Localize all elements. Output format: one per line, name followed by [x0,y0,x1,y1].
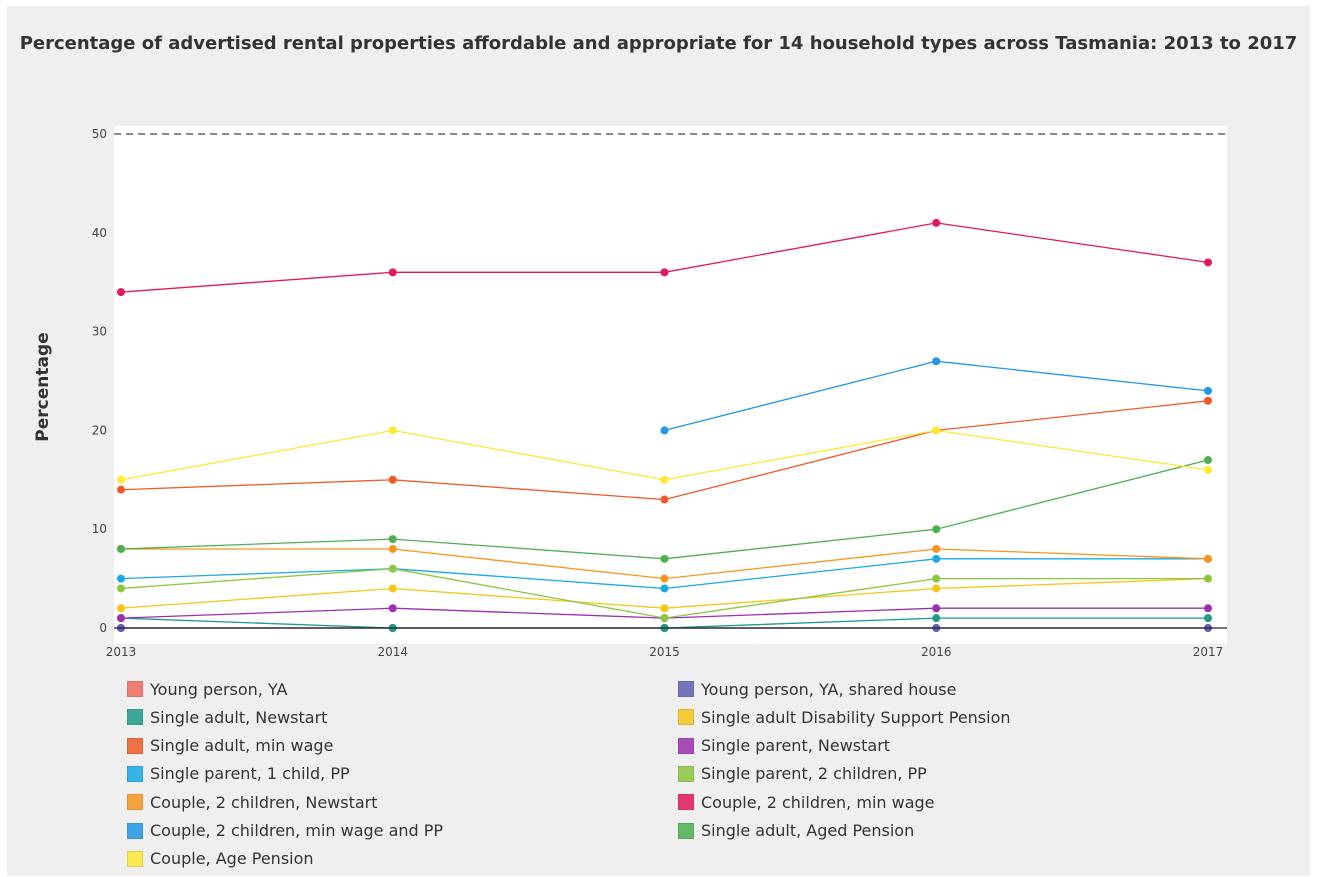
y-tick-label: 20 [92,423,107,437]
legend-label: Single adult Disability Support Pension [701,707,1011,727]
y-tick-label: 10 [92,522,107,536]
legend-label: Single parent, 1 child, PP [150,764,350,784]
data-point[interactable] [388,564,397,573]
data-point[interactable] [660,584,669,593]
data-point[interactable] [1204,614,1212,623]
data-point[interactable] [660,554,669,563]
data-point[interactable] [117,288,125,297]
data-point[interactable] [1204,396,1212,405]
legend-item[interactable]: Couple, Age Pension [127,848,314,870]
data-point[interactable] [117,574,125,583]
data-point[interactable] [1204,574,1212,583]
legend-swatch [127,850,143,867]
legend-item[interactable]: Single parent, 2 children, PP [678,763,927,785]
y-tick-label: 0 [99,621,107,635]
data-point[interactable] [1204,554,1212,563]
legend-item[interactable]: Single parent, 1 child, PP [127,763,350,785]
data-point[interactable] [932,357,941,366]
legend-label: Single adult, Newstart [150,707,328,727]
legend-swatch [127,709,143,726]
legend-swatch [127,822,143,839]
legend-swatch [678,681,694,697]
data-point[interactable] [117,475,125,484]
data-point[interactable] [388,268,397,277]
legend-swatch [127,765,143,782]
x-tick-label: 2017 [1193,645,1224,659]
legend-item[interactable]: Couple, 2 children, min wage and PP [127,820,443,842]
data-point[interactable] [1204,465,1212,474]
legend-item[interactable]: Single adult, min wage [127,735,333,757]
data-point[interactable] [660,614,669,623]
data-point[interactable] [660,495,669,504]
data-point[interactable] [660,574,669,583]
data-point[interactable] [660,604,669,613]
legend-label: Young person, YA [150,679,288,699]
data-point[interactable] [660,268,669,277]
data-point[interactable] [932,604,941,613]
data-point[interactable] [117,604,125,613]
x-tick-label: 2016 [921,645,952,659]
legend-swatch [127,737,143,754]
legend-label: Couple, 2 children, min wage and PP [150,821,444,840]
line-chart: 0 10 20 30 40 50 2013 2014 2015 2016 2017 Percenta… [33,126,1227,659]
legend-label: Single parent, Newstart [701,736,891,756]
data-point[interactable] [388,475,397,484]
x-tick-label: 2015 [649,645,680,659]
legend-label: Young person, YA, shared house [701,679,957,699]
data-point[interactable] [932,544,941,553]
x-tick-label: 2014 [377,645,408,659]
x-tick-label: 2013 [106,645,137,659]
legend-item[interactable]: Single adult Disability Support Pension [678,706,1011,728]
legend-label: Single adult, Aged Pension [701,821,915,840]
legend-item[interactable]: Single parent, Newstart [678,735,890,757]
legend-item[interactable]: Couple, 2 children, Newstart [127,791,378,813]
data-point[interactable] [932,426,941,435]
data-point[interactable] [1204,386,1212,395]
data-point[interactable] [932,218,941,227]
chart-card: Percentage of advertised rental properti… [7,6,1310,876]
legend-label: Couple, 2 children, Newstart [150,792,378,812]
legend-label: Couple, 2 children, min wage [701,792,935,812]
legend-swatch [678,822,694,839]
data-point[interactable] [660,475,669,484]
legend-item[interactable]: Young person, YA, shared house [678,678,956,700]
legend-swatch [127,794,143,811]
data-point[interactable] [932,525,941,534]
legend-swatch [678,794,694,811]
legend-swatch [678,737,694,754]
legend-item[interactable]: Single adult, Newstart [127,706,327,728]
data-point[interactable] [117,485,125,494]
data-point[interactable] [932,554,941,563]
legend-swatch [127,681,143,697]
y-tick-label: 40 [92,226,107,240]
y-axis-label: Percentage [33,332,53,441]
data-point[interactable] [388,535,397,544]
legend-item[interactable]: Single adult, Aged Pension [678,820,914,842]
data-point[interactable] [117,544,125,553]
legend-swatch [678,765,694,782]
chart-title: Percentage of advertised rental properti… [19,33,1298,54]
data-point[interactable] [117,584,125,593]
data-point[interactable] [660,426,669,435]
data-point[interactable] [932,574,941,583]
data-point[interactable] [388,604,397,613]
data-point[interactable] [388,584,397,593]
data-point[interactable] [388,544,397,553]
data-point[interactable] [1204,604,1212,613]
y-tick-label: 50 [92,127,107,141]
data-point[interactable] [388,426,397,435]
legend-item[interactable]: Couple, 2 children, min wage [678,791,935,813]
data-point[interactable] [1204,456,1212,465]
data-point[interactable] [1204,258,1212,267]
y-tick-label: 30 [92,325,107,339]
legend-swatch [678,709,694,726]
legend-item[interactable]: Young person, YA [127,678,287,700]
data-point[interactable] [932,614,941,623]
data-point[interactable] [932,584,941,593]
data-point[interactable] [117,614,125,623]
legend-label: Single parent, 2 children, PP [701,764,927,784]
legend-label: Single adult, min wage [150,736,334,756]
legend-label: Couple, Age Pension [150,849,314,869]
plot-area [114,126,1227,644]
